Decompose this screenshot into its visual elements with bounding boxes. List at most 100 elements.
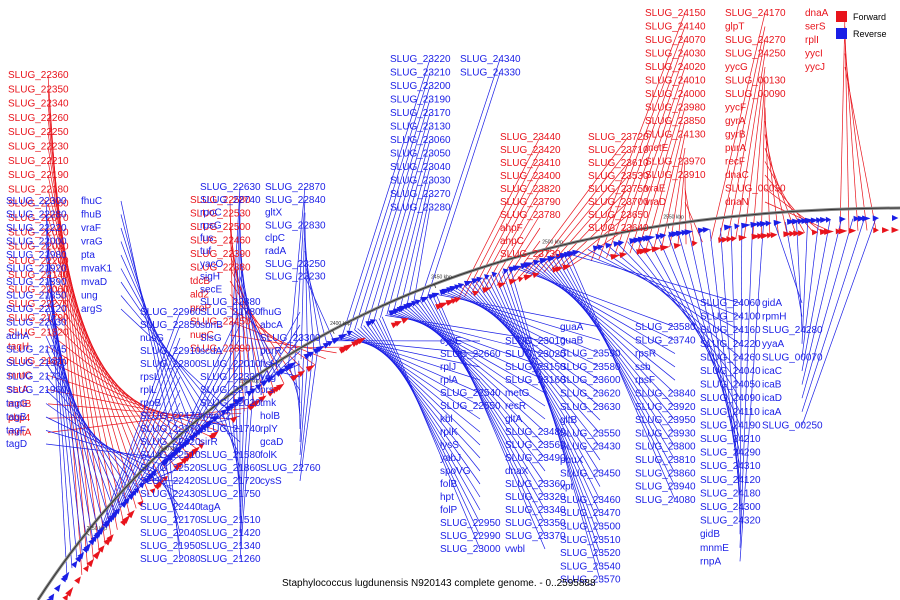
label-connector — [120, 295, 221, 415]
reverse-feature — [77, 552, 85, 560]
reverse-feature — [457, 283, 465, 289]
label-connector — [578, 251, 741, 317]
gene-label: SLUG_22000 — [6, 237, 67, 248]
label-connector — [482, 277, 601, 487]
forward-feature — [401, 318, 409, 324]
forward-feature — [793, 230, 801, 237]
gene-label: SLUG_23470 — [560, 508, 621, 519]
gene-label: SLUG_23220 — [390, 54, 451, 65]
gene-label: SLUG_24330 — [460, 68, 521, 79]
label-connector — [613, 53, 686, 257]
gene-label: recR — [505, 401, 526, 412]
gene-label: SLUG_23370 — [505, 531, 566, 542]
label-connector — [598, 26, 686, 260]
forward-feature — [230, 416, 238, 424]
forward-feature — [838, 228, 848, 235]
gene-label: SLUG_23400 — [500, 171, 561, 182]
gene-label: SLUG_21750 — [200, 489, 261, 500]
label-connector — [760, 93, 766, 236]
label-connector — [551, 257, 676, 447]
gene-label: serS — [805, 22, 826, 33]
forward-feature — [356, 337, 366, 345]
label-connector — [536, 162, 629, 275]
forward-feature — [438, 302, 449, 309]
label-connector — [397, 309, 546, 394]
gene-label: folK — [260, 450, 278, 461]
label-connector — [426, 297, 546, 511]
gene-label: SLUG_23570 — [560, 575, 621, 586]
label-connector — [522, 265, 676, 354]
label-connector — [120, 389, 181, 508]
label-connector — [684, 188, 695, 244]
gene-label: SLUG_23510 — [560, 535, 621, 546]
label-connector — [47, 189, 131, 516]
gene-label: SLUG_23280 — [390, 203, 451, 214]
label-connector — [47, 303, 184, 462]
label-connector — [510, 269, 601, 580]
label-connector — [47, 360, 212, 438]
gene-label: rpsR — [635, 349, 656, 360]
gene-label: yabJ — [440, 453, 461, 464]
reverse-feature — [278, 367, 287, 375]
label-connector — [720, 227, 741, 508]
gene-label: tagH — [8, 342, 29, 353]
label-connector — [45, 254, 89, 548]
forward-feature — [481, 287, 492, 294]
gene-label: SLUG_23200 — [390, 81, 451, 92]
gene-label: yyaA — [762, 339, 785, 350]
gene-label: recF — [725, 157, 745, 168]
gene-label: SLUG_22360 — [8, 70, 69, 81]
label-connector — [238, 212, 241, 401]
gene-label: SLUG_23590 — [560, 349, 621, 360]
gene-label: rplI — [805, 35, 819, 46]
label-connector — [386, 153, 431, 315]
reverse-feature — [48, 593, 55, 600]
label-connector — [354, 329, 481, 433]
label-connector — [406, 305, 546, 433]
label-connector — [839, 12, 846, 232]
scale-label: 2250 kbp — [87, 526, 108, 532]
gene-label: yycG — [725, 62, 748, 73]
forward-feature — [197, 442, 205, 449]
forward-feature — [86, 558, 94, 568]
gene-label: SLUG_21860 — [200, 463, 261, 474]
reverse-feature — [431, 292, 440, 299]
gene-label: icaC — [762, 366, 782, 377]
label-connector — [451, 288, 601, 381]
forward-feature — [161, 475, 168, 482]
gene-label: SLUG_21340 — [200, 541, 261, 552]
reverse-feature — [260, 379, 269, 387]
label-connector — [466, 282, 601, 434]
label-connector — [360, 99, 431, 327]
gene-label: gcaD — [260, 437, 283, 448]
forward-swatch — [836, 11, 847, 22]
gene-label: SLUG_22760 — [260, 463, 321, 474]
label-connector — [801, 218, 854, 399]
label-connector — [587, 249, 741, 331]
legend-forward-label: Forward — [853, 11, 887, 22]
forward-feature — [137, 500, 144, 507]
label-connector — [597, 247, 741, 345]
gene-label: gidB — [700, 529, 720, 540]
label-connector — [801, 219, 831, 372]
gene-label: SLUG_23930 — [635, 428, 696, 439]
forward-feature — [121, 514, 131, 524]
forward-feature — [275, 383, 285, 391]
forward-feature — [454, 297, 462, 303]
label-connector — [429, 296, 546, 524]
gene-label: SLUG_23040 — [390, 162, 451, 173]
gene-label: rplK — [440, 427, 458, 438]
scale-label: 2550 kbp — [663, 215, 684, 221]
gene-label: SLUG_23860 — [635, 468, 696, 479]
scale-tick — [86, 532, 90, 536]
reverse-feature — [265, 375, 276, 384]
gene-label: SLUG_24080 — [635, 495, 696, 506]
reverse-feature — [816, 217, 823, 224]
gene-label: SLUG_23820 — [500, 184, 561, 195]
gene-label: SLUG_23020 — [505, 349, 566, 360]
label-connector — [218, 415, 241, 456]
gene-label: SLUG_21740 — [200, 424, 261, 435]
gene-label: SLUG_22010 — [200, 359, 261, 370]
forward-feature — [92, 549, 101, 560]
gene-label: SLUG_22120 — [6, 304, 67, 315]
